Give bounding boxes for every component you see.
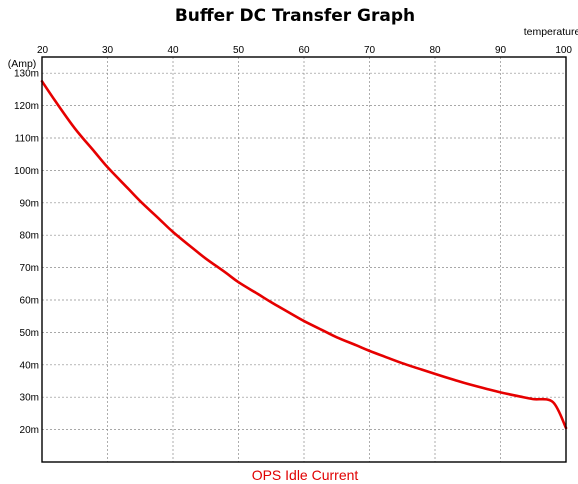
y-tick-label: 70m	[20, 263, 39, 274]
y-tick-label: 50m	[20, 328, 39, 339]
x-tick-label: 90	[495, 45, 507, 56]
grid	[42, 57, 566, 462]
x-tick-label: 60	[298, 45, 310, 56]
x-tick-label: 30	[102, 45, 114, 56]
y-tick-label: 120m	[14, 101, 39, 112]
x-tick-label: 40	[167, 45, 179, 56]
x-axis-label: temperature	[524, 26, 578, 38]
y-tick-label: 80m	[20, 231, 39, 242]
plot-frame	[41, 56, 567, 463]
x-tick-label: 70	[364, 45, 376, 56]
y-tick-label: 30m	[20, 393, 39, 404]
y-tick-label: 20m	[20, 425, 39, 436]
y-tick-label: 130m	[14, 69, 39, 80]
tick-labels: 20 30 40 50 60 70 80 90 100 20m 30m 40m 50m 60m 70m 80m…	[14, 45, 572, 436]
y-tick-label: 90m	[20, 198, 39, 209]
y-axis-label: (Amp)	[8, 58, 37, 70]
x-tick-label: 50	[233, 45, 245, 56]
series-line-ops-idle-current	[40, 80, 568, 430]
x-tick-label: 80	[429, 45, 441, 56]
y-tick-label: 60m	[20, 296, 39, 307]
y-tick-label: 110m	[15, 134, 39, 145]
series-layer	[40, 80, 568, 430]
x-tick-label: 20	[37, 45, 49, 56]
legend-entry-ops-idle-current: OPS Idle Current	[252, 467, 359, 483]
y-tick-label: 100m	[14, 166, 39, 177]
chart-title: Buffer DC Transfer Graph	[175, 6, 415, 26]
y-tick-label: 40m	[20, 360, 39, 371]
x-tick-label: 100	[555, 45, 572, 56]
